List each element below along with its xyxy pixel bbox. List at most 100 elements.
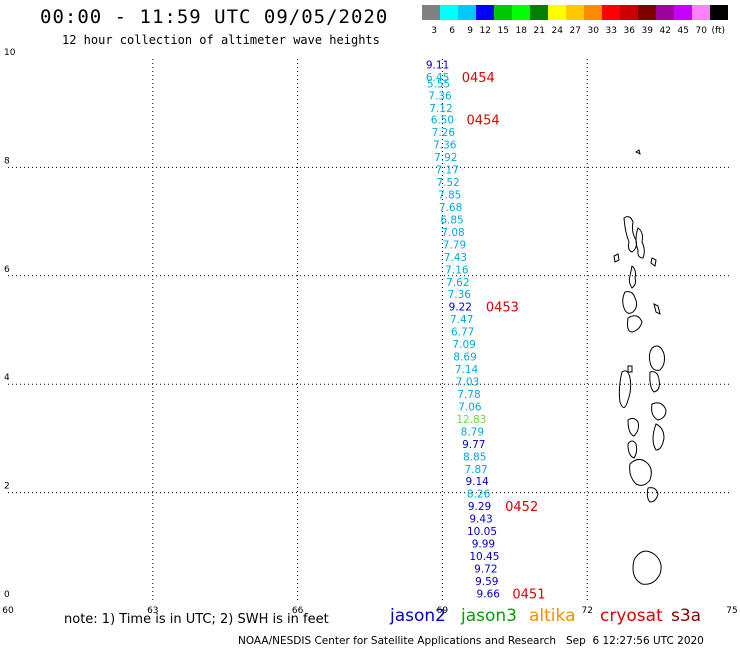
swh-point-label: 10.45 [469, 551, 499, 563]
pass-time-label: 0451 [512, 587, 545, 602]
color-scale-legend: 3 6 9 12 15 18 21 24 27 30 33 36 39 42 45 70 (ft) [422, 5, 728, 36]
swh-point-label: 7.14 [455, 364, 479, 376]
legend-swatch [422, 5, 440, 20]
footer-credit: NOAA/NESDIS Center for Satellite Applica… [238, 635, 704, 647]
legend-swatch [692, 5, 710, 20]
pass-time-labels: 0454 0454 0453 0452 0451 [462, 71, 546, 603]
y-tick-label: 10 [4, 48, 16, 58]
units-note: note: 1) Time is in UTC; 2) SWH is in fe… [64, 612, 329, 627]
swh-point-label: 7.06 [458, 401, 482, 413]
legend-tick-label: 21 [534, 26, 545, 36]
swh-point-label: 7.36 [448, 289, 472, 301]
swh-point-label: 9.29 [468, 501, 491, 513]
y-tick-label: 0 [4, 590, 10, 600]
legend-tick-label: 15 [498, 26, 509, 36]
legend-tick-label: 6 [449, 26, 455, 36]
wave-height-chart: 60 63 66 69 72 75 0 2 4 6 8 10 9.116.455.557.367.12… [2, 48, 737, 616]
swh-point-label: 6.50 [431, 115, 454, 127]
swh-point-label: 6.85 [440, 214, 463, 226]
legend-swatch [494, 5, 512, 20]
swh-point-label: 7.03 [456, 376, 479, 388]
legend-tick-label: 70 [696, 26, 708, 36]
swh-point-label: 7.36 [433, 140, 457, 152]
swh-point-label: 7.78 [457, 389, 480, 401]
legend-swatch [476, 5, 494, 20]
maldives-coastline [613, 149, 667, 585]
legend-swatch [512, 5, 530, 20]
y-tick-label: 8 [4, 156, 10, 166]
legend-swatch [710, 5, 728, 20]
swh-point-label: 7.87 [464, 464, 487, 476]
swh-point-label: 7.43 [444, 252, 467, 264]
swh-point-label: 6.45 [426, 72, 449, 84]
swh-point-label: 8.79 [461, 426, 484, 438]
legend-tick-label: 36 [624, 26, 636, 36]
swh-point-label: 9.66 [477, 588, 501, 600]
x-tick-label: 72 [581, 606, 592, 616]
y-tick-label: 4 [4, 373, 10, 383]
swh-point-label: 7.68 [439, 202, 462, 214]
legend-tick-label: 9 [467, 26, 473, 36]
legend-s3a: s3a [671, 606, 702, 626]
legend-swatch [458, 5, 476, 20]
legend-tick-label: 3 [431, 26, 437, 36]
swh-point-label: 9.14 [465, 476, 489, 488]
swh-point-label: 9.99 [472, 539, 495, 551]
y-tick-label: 6 [4, 265, 10, 275]
legend-swatch [584, 5, 602, 20]
legend-swatch [620, 5, 638, 20]
swh-point-label: 9.77 [462, 439, 485, 451]
legend-tick-label: 42 [660, 26, 671, 36]
swh-point-label: 7.85 [438, 190, 461, 202]
pass-time-label: 0453 [486, 301, 519, 316]
swh-point-label: 6.77 [451, 327, 474, 339]
swh-point-label: 10.05 [467, 526, 497, 538]
legend-cryosat: cryosat [600, 606, 663, 626]
swh-point-label: 8.85 [463, 451, 486, 463]
swh-point-label: 8.69 [453, 352, 476, 364]
legend-swatch [530, 5, 548, 20]
swh-point-label: 9.22 [449, 302, 472, 314]
swh-point-label: 7.08 [441, 227, 464, 239]
swh-point-label: 7.47 [450, 314, 473, 326]
legend-tick-label: 18 [516, 26, 528, 36]
swh-point-label: 9.72 [474, 563, 497, 575]
x-tick-label: 63 [147, 606, 158, 616]
chart-title: 00:00 - 11:59 UTC 09/05/2020 [40, 6, 389, 28]
x-tick-label: 69 [437, 606, 449, 616]
swh-point-label: 7.17 [436, 165, 459, 177]
swh-point-label: 7.79 [443, 239, 466, 251]
legend-tick-label: 27 [570, 26, 581, 36]
axis-ticks: 60 63 66 69 72 75 0 2 4 6 8 10 [2, 48, 737, 616]
pass-time-label: 0452 [505, 500, 538, 515]
legend-altika: altika [529, 606, 576, 626]
swh-point-label: 12.83 [456, 414, 486, 426]
swh-point-label: 9.43 [469, 514, 492, 526]
legend-tick-label: 12 [480, 26, 491, 36]
swh-point-label: 7.16 [445, 264, 469, 276]
legend-swatch [638, 5, 656, 20]
x-tick-label: 66 [292, 606, 304, 616]
legend-swatch [548, 5, 566, 20]
legend-tick-label: (ft) [711, 26, 725, 36]
legend-tick-label: 39 [642, 26, 654, 36]
swh-point-label: 7.92 [434, 152, 457, 164]
swh-point-label: 7.09 [452, 339, 475, 351]
wave-height-points: 9.116.455.557.367.126.507.267.367.927.17… [426, 59, 500, 600]
swh-point-label: 7.36 [428, 90, 452, 102]
swh-point-label: 8.26 [467, 489, 491, 501]
swh-point-label: 7.26 [432, 127, 456, 139]
legend-swatch [566, 5, 584, 20]
x-tick-label: 60 [2, 606, 14, 616]
legend-swatch [674, 5, 692, 20]
legend-tick-label: 24 [552, 26, 564, 36]
swh-point-label: 5.55 [427, 78, 450, 90]
legend-tick-label: 30 [588, 26, 600, 36]
pass-time-label: 0454 [467, 114, 500, 129]
swh-point-label: 9.59 [475, 576, 498, 588]
x-tick-label: 75 [726, 606, 737, 616]
grid [8, 59, 732, 601]
y-tick-label: 2 [4, 482, 10, 492]
legend-swatch [440, 5, 458, 20]
legend-tick-label: 45 [678, 26, 689, 36]
